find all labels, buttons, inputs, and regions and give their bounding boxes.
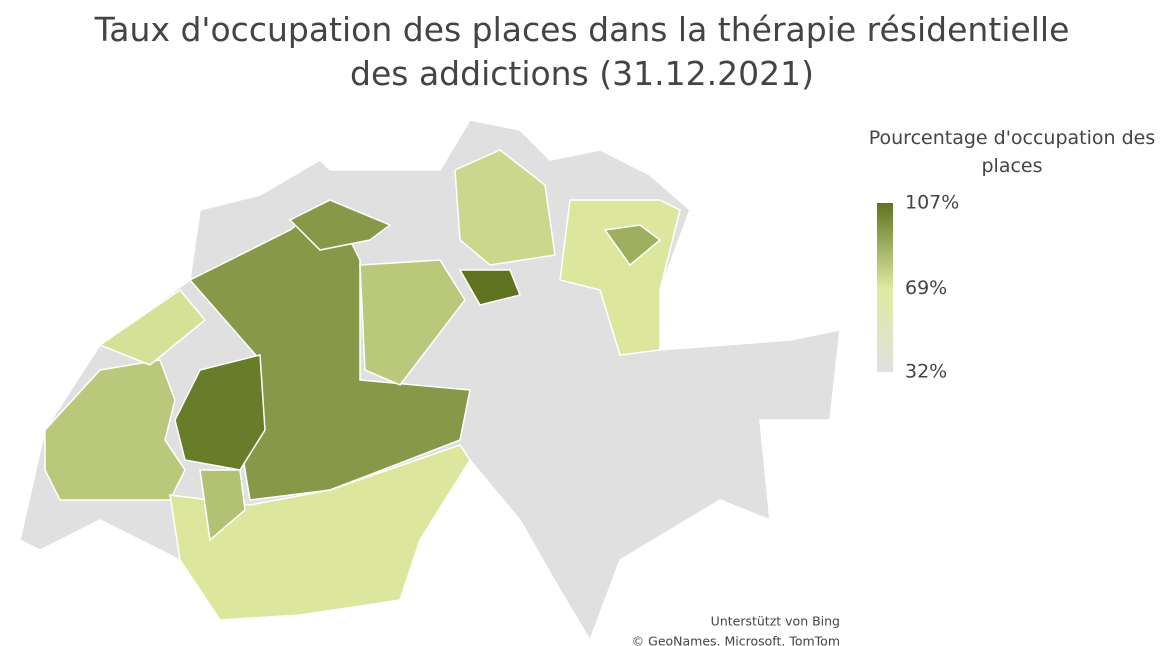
legend-label: 32% — [905, 361, 947, 383]
legend-title: Pourcentage d'occupation des places — [868, 127, 1156, 177]
chart-title: Taux d'occupation des places dans la thé… — [94, 10, 1070, 93]
region — [44, 359, 186, 501]
region — [169, 444, 471, 621]
legend-label: 69% — [905, 277, 947, 299]
attribution: © GeoNames. Microsoft. TomTom — [632, 634, 840, 646]
region — [454, 149, 556, 266]
region — [288, 199, 392, 251]
region — [458, 269, 522, 306]
region — [359, 259, 466, 386]
region — [98, 288, 207, 366]
region — [199, 469, 246, 542]
legend-scale — [877, 203, 893, 372]
attribution: Unterstützt von Bing — [711, 614, 840, 629]
region — [603, 224, 662, 267]
region — [174, 354, 266, 471]
legend-label: 107% — [905, 192, 959, 214]
